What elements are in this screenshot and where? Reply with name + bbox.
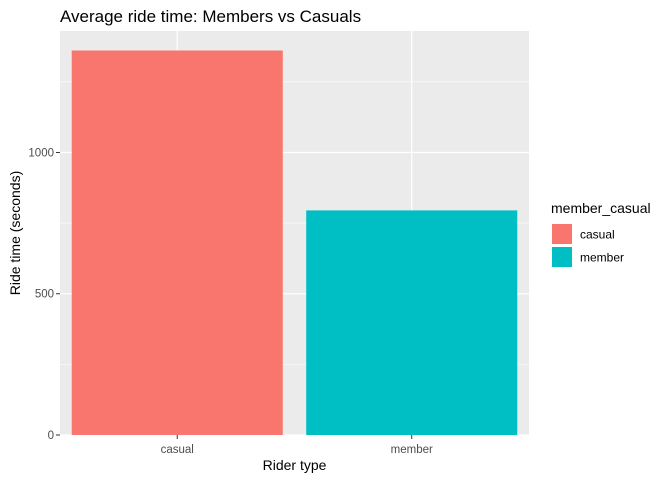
legend-title: member_casual xyxy=(551,200,651,216)
y-axis-ticks: 0 500 1000 xyxy=(28,147,60,442)
y-axis-title: Ride time (seconds) xyxy=(7,171,23,296)
legend-key-casual xyxy=(552,224,572,244)
legend-key-member xyxy=(552,247,572,267)
bar-casual xyxy=(71,50,283,435)
chart-title: Average ride time: Members vs Casuals xyxy=(60,7,361,26)
x-axis-title: Rider type xyxy=(263,457,327,473)
bars xyxy=(71,50,518,435)
legend-label-member: member xyxy=(580,251,624,265)
legend: member_casual casual member xyxy=(551,200,651,267)
x-tick-label: casual xyxy=(161,444,194,456)
bar-member xyxy=(306,210,518,435)
legend-label-casual: casual xyxy=(580,228,615,242)
y-tick-label: 500 xyxy=(35,289,54,301)
y-tick-label: 1000 xyxy=(28,147,54,159)
y-tick-label: 0 xyxy=(48,430,54,442)
x-tick-label: member xyxy=(391,444,433,456)
x-axis-ticks: casual member xyxy=(161,435,433,456)
